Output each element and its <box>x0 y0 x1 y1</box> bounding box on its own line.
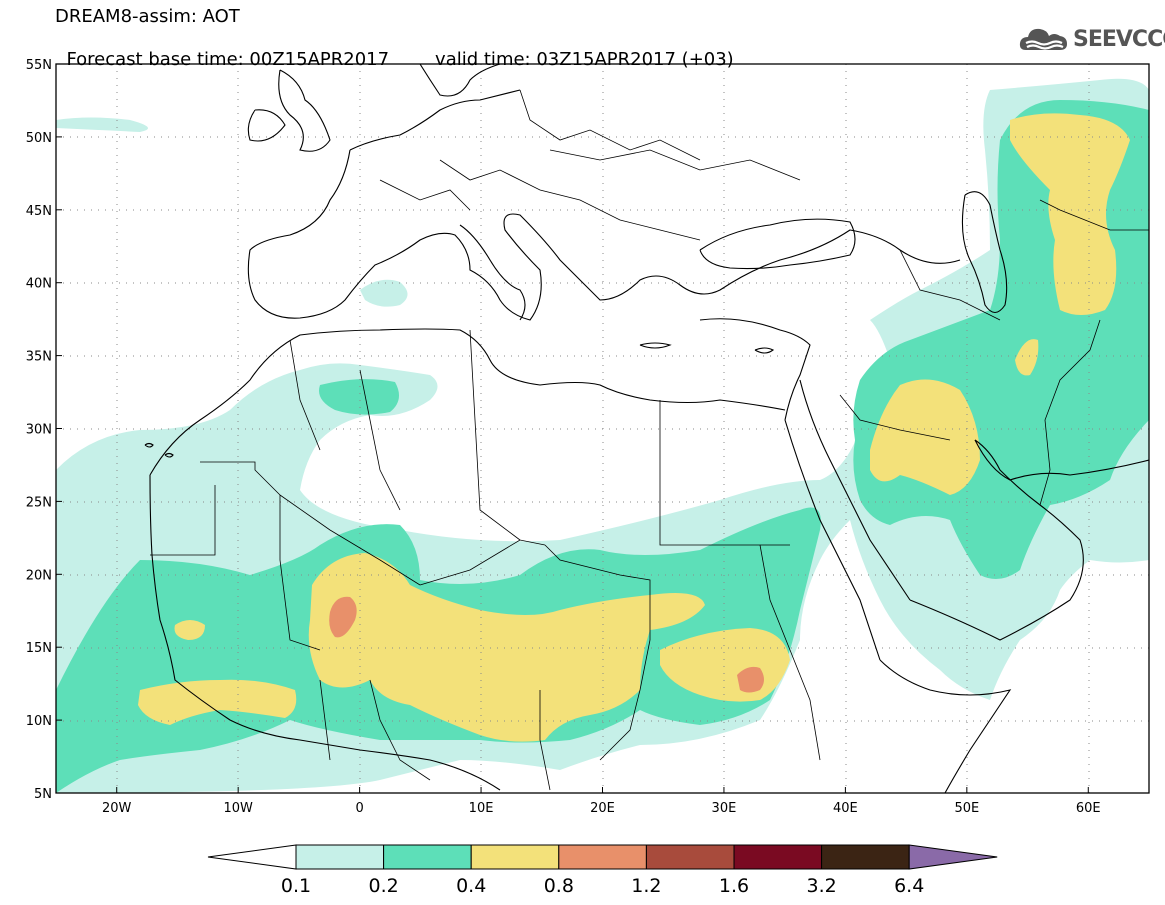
colorbar-segment <box>470 844 560 870</box>
lon-tick-label: 20W <box>102 801 132 816</box>
colorbar-level-label: 1.2 <box>631 875 661 897</box>
seevccc-logo: SEEVCCC <box>1018 22 1165 56</box>
lon-tick-label: 10W <box>223 801 253 816</box>
coastlines <box>144 64 1149 793</box>
grid-lines <box>56 64 1149 793</box>
latitude-axis: 55N 50N 45N 40N 35N 30N 25N 20N 15N 10N 5N <box>26 58 62 802</box>
lat-tick-label: 20N <box>26 568 52 583</box>
longitude-axis: 20W 10W 0 10E 20E 30E 40E 50E 60E <box>102 787 1101 816</box>
lat-tick-label: 25N <box>26 495 52 510</box>
colorbar-over-arrow <box>908 844 998 870</box>
colorbar-level-label: 3.2 <box>806 875 836 897</box>
colorbar-under-arrow <box>207 844 297 870</box>
colorbar-level-label: 1.6 <box>719 875 749 897</box>
aot-level-0.8 <box>329 596 764 693</box>
lat-tick-label: 50N <box>26 131 52 146</box>
logo-text: SEEVCCC <box>1073 26 1165 52</box>
lon-tick-label: 60E <box>1076 801 1101 816</box>
lon-tick-label: 20E <box>590 801 615 816</box>
colorbar-level-label: 0.2 <box>368 875 398 897</box>
colorbar-segment <box>558 844 647 870</box>
lat-tick-label: 15N <box>26 641 52 656</box>
lon-tick-label: 40E <box>833 801 858 816</box>
colorbar-segment <box>733 844 823 870</box>
lon-tick-label: 30E <box>712 801 737 816</box>
cloud-icon <box>1019 28 1067 50</box>
colorbar-level-label: 0.1 <box>281 875 311 897</box>
lat-tick-label: 5N <box>34 787 52 802</box>
colorbar-segment <box>645 844 735 870</box>
colorbar-segment <box>821 844 910 870</box>
lon-tick-label: 0 <box>355 801 363 816</box>
colorbar-level-label: 0.8 <box>544 875 574 897</box>
colorbar-level-label: 6.4 <box>894 875 924 897</box>
colorbar-level-label: 0.4 <box>456 875 486 897</box>
lat-tick-label: 40N <box>26 277 52 292</box>
lat-tick-label: 35N <box>26 350 52 365</box>
title-line1: DREAM8-assim: AOT <box>55 6 240 27</box>
lon-tick-label: 10E <box>469 801 494 816</box>
lat-tick-label: 10N <box>26 714 52 729</box>
lat-tick-label: 45N <box>26 204 52 219</box>
aot-field <box>56 78 1149 793</box>
colorbar: 0.1 0.2 0.4 0.8 1.2 1.6 3.2 6.4 <box>207 844 998 897</box>
country-borders <box>150 89 1149 791</box>
lon-tick-label: 50E <box>954 801 979 816</box>
colorbar-segment <box>383 844 472 870</box>
lat-tick-label: 30N <box>26 423 52 438</box>
lat-tick-label: 55N <box>26 58 52 73</box>
colorbar-segment <box>295 844 385 870</box>
